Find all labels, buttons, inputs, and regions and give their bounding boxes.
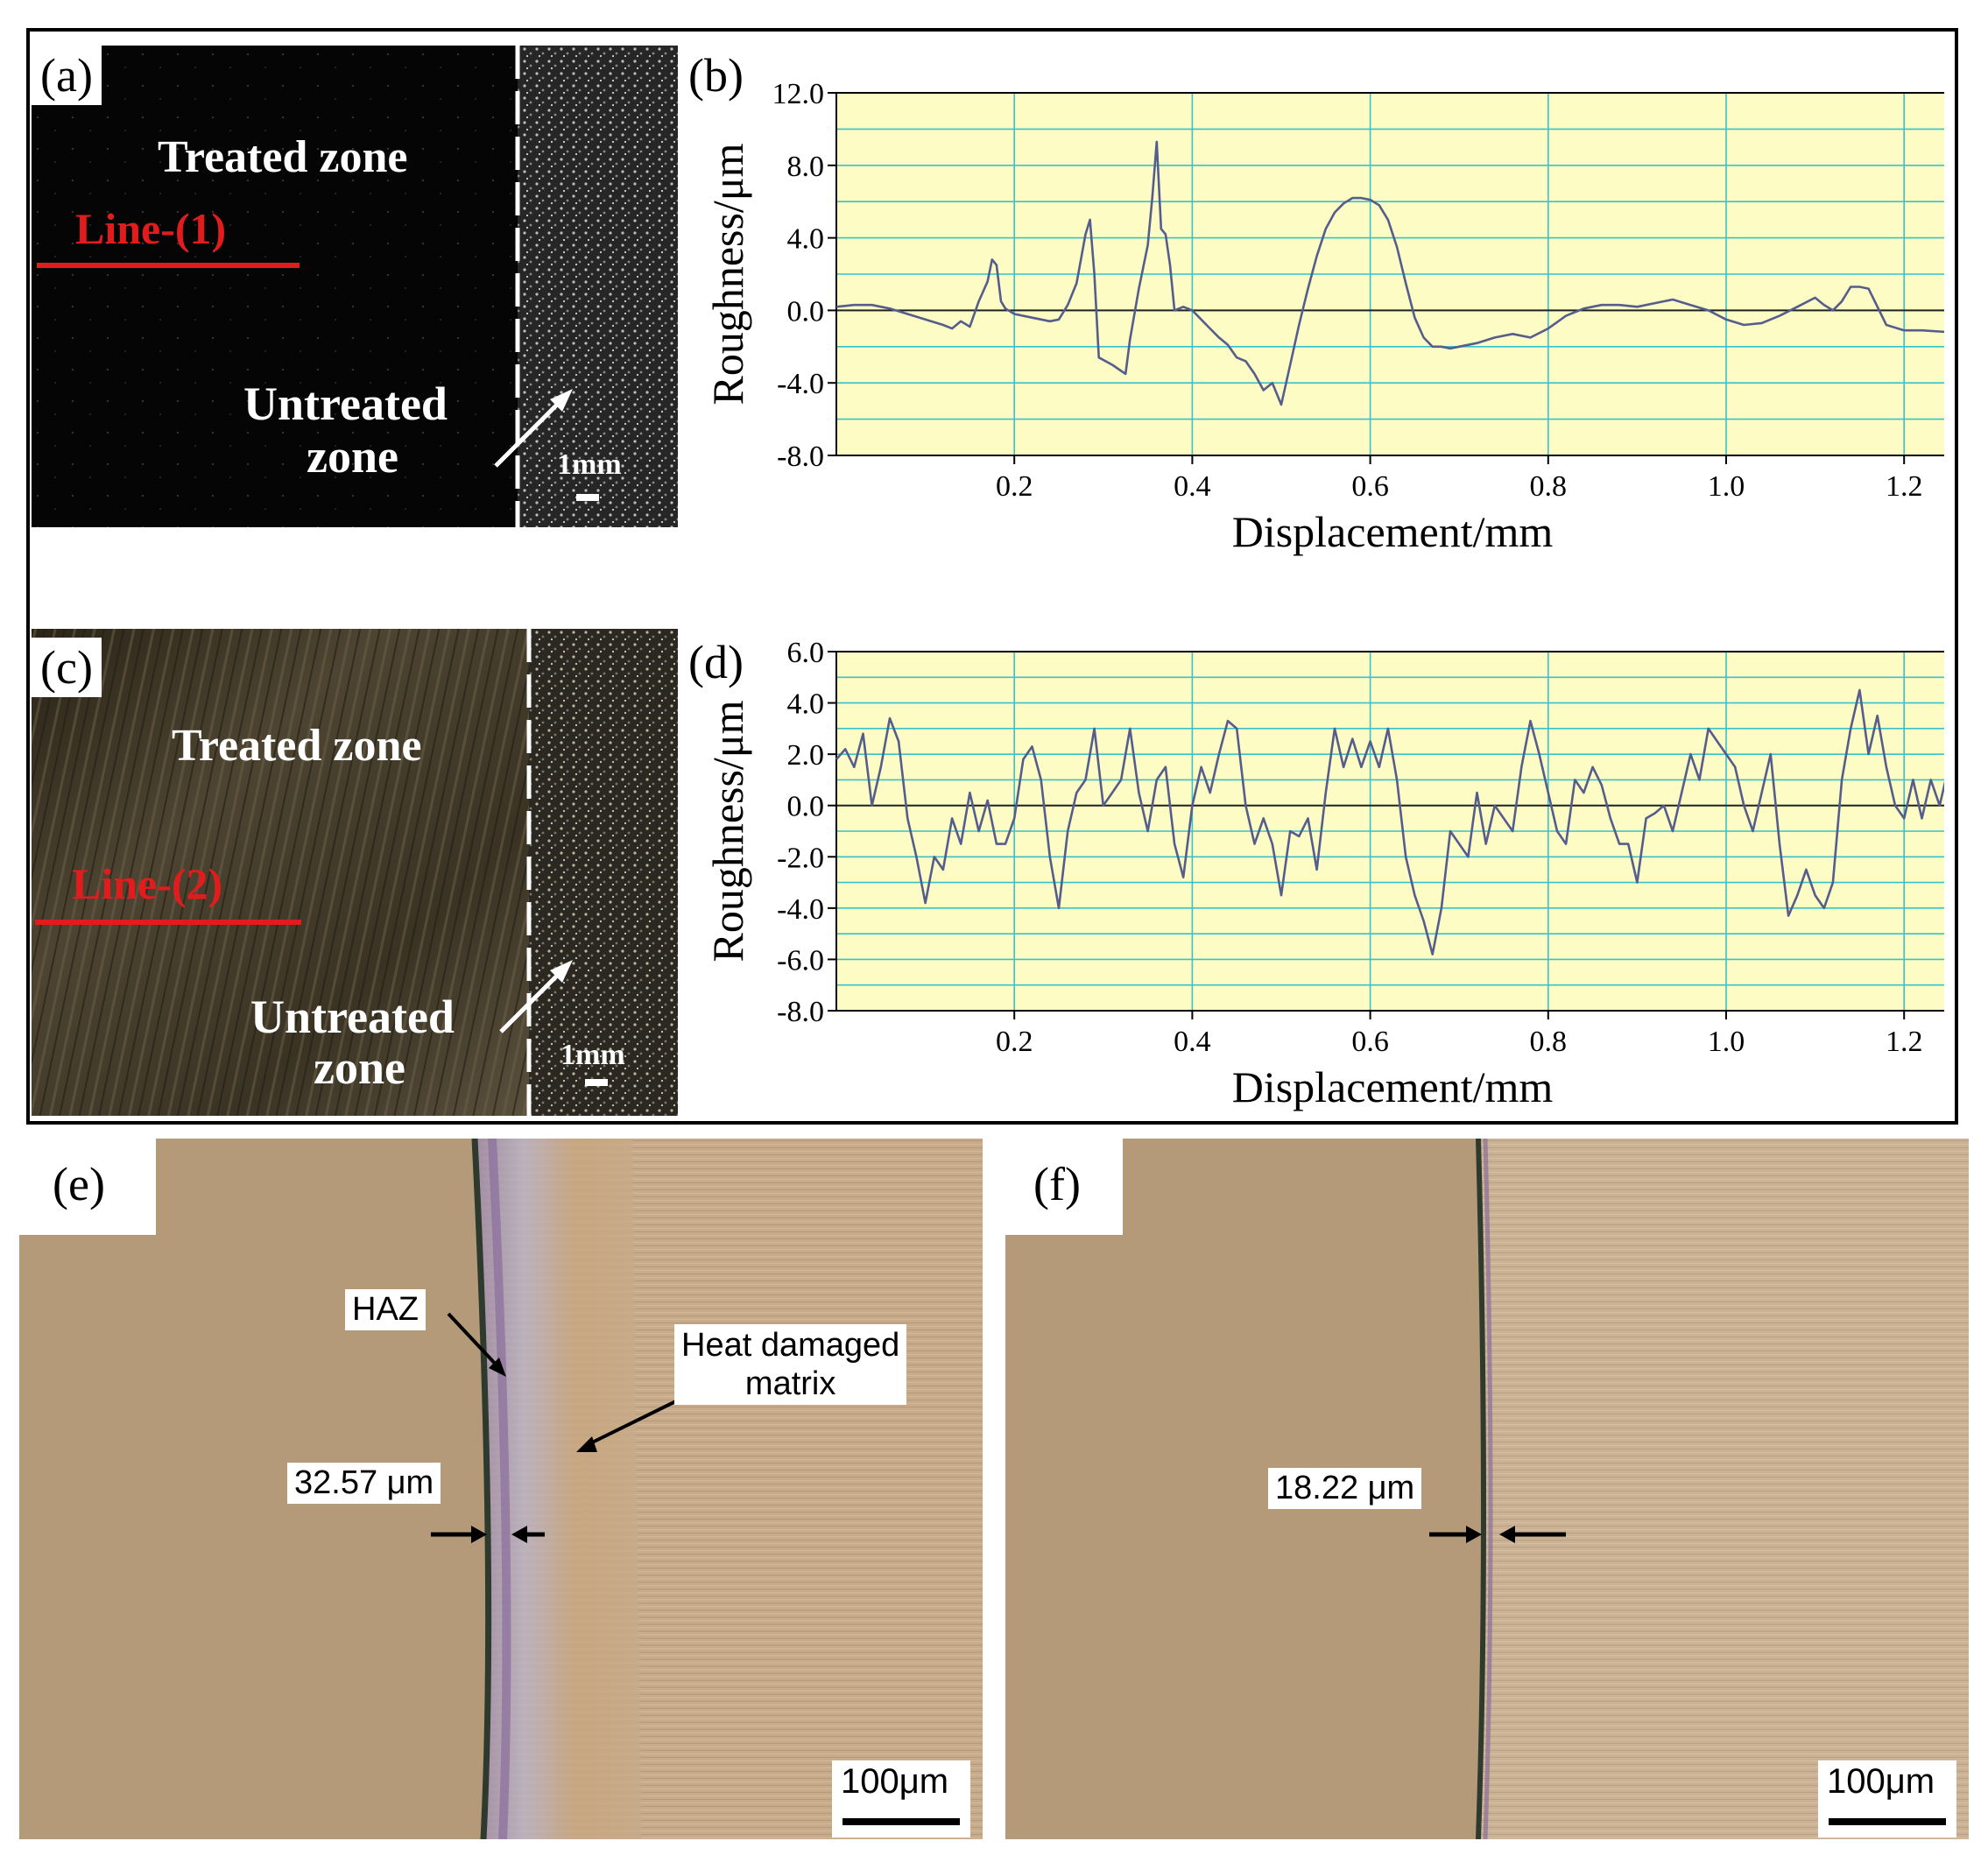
y-tick-label: -6.0 — [777, 944, 824, 977]
x-tick-label: 0.6 — [1351, 1026, 1389, 1058]
haz-edge-f — [1476, 1138, 1486, 1840]
panel-f-micrograph — [1005, 1138, 1969, 1840]
y-tick-label: 0.0 — [787, 791, 825, 823]
panel-a-photo — [32, 46, 678, 527]
x-tick-label: 0.2 — [996, 1026, 1033, 1058]
line-1-marker — [37, 263, 300, 268]
panel-c-image — [32, 629, 678, 1116]
roughness-chart-d: -8.0 -6.0 -4.0 -2.0 0.0 2.0 4.0 6.0 0.2 0.4 0.6 0.8… — [688, 636, 1944, 1111]
plot-frame — [835, 651, 1944, 1012]
x-tick-label: 0.8 — [1530, 470, 1568, 503]
panel-e-image — [19, 1138, 983, 1840]
untreated-arrow — [494, 394, 567, 468]
panel-a-image — [32, 46, 678, 527]
y-tick-label: -2.0 — [777, 842, 824, 874]
y-tick-label: -8.0 — [777, 996, 824, 1028]
roughness-series-line — [835, 688, 1944, 956]
x-tick-label: 0.4 — [1174, 1026, 1211, 1058]
x-tick-label: 0.6 — [1351, 470, 1389, 503]
y-axis-title: Roughness/μm — [703, 700, 752, 962]
scale-label-c: 1mm — [560, 1039, 625, 1071]
y-tick-label: 6.0 — [787, 637, 825, 669]
x-tick-label: 1.2 — [1886, 470, 1923, 503]
y-axis-title: Roughness/μm — [703, 143, 752, 405]
y-tick-label: 4.0 — [787, 223, 825, 256]
untreated-zone-label-c-line1: Untreated — [250, 991, 455, 1043]
haz-edge — [471, 1138, 492, 1840]
x-tick-label: 1.2 — [1886, 1026, 1923, 1058]
panel-label-f: (f) — [1025, 1154, 1089, 1214]
panel-label-a: (a) — [32, 46, 102, 105]
line-1-label: Line-(1) — [75, 204, 227, 253]
panel-f-image — [1005, 1138, 1969, 1840]
panel-label-c: (c) — [32, 638, 102, 697]
y-tick-label: -8.0 — [777, 441, 824, 473]
panel-label-e: (e) — [44, 1154, 114, 1214]
panel-c-photo — [32, 629, 678, 1116]
x-tick-label: 1.0 — [1708, 1026, 1745, 1058]
scale-label-f: 100μm — [1827, 1762, 1935, 1801]
x-tick-label: 0.2 — [996, 470, 1033, 503]
y-tick-label: 0.0 — [787, 295, 825, 328]
scale-bar-a — [576, 494, 599, 501]
matrix-label-line2: matrix — [744, 1365, 836, 1402]
x-axis-title: Displacement/mm — [1232, 507, 1554, 556]
panel-label: (d) — [688, 636, 744, 688]
x-tick-label: 0.8 — [1530, 1026, 1568, 1058]
untreated-zone-label-a-line1: Untreated — [243, 377, 448, 430]
x-tick-label: 0.4 — [1174, 470, 1211, 503]
y-tick-label: 8.0 — [787, 151, 825, 183]
roughness-series-line — [835, 140, 1944, 406]
scale-bar-e — [842, 1818, 960, 1825]
plot-frame — [835, 92, 1944, 456]
y-tick-label: 2.0 — [787, 739, 825, 772]
treated-zone-label-a: Treated zone — [158, 132, 408, 182]
heat-damaged-matrix-label: Heat damaged matrix — [674, 1324, 907, 1405]
panel-label: (b) — [688, 49, 744, 102]
haz-thickness-f: 18.22 μm — [1268, 1468, 1422, 1509]
y-tick-label: -4.0 — [777, 893, 824, 926]
y-tick-label: -4.0 — [777, 368, 824, 400]
matrix-label-line1: Heat damaged — [681, 1327, 900, 1364]
x-axis-title: Displacement/mm — [1232, 1062, 1554, 1111]
line-2-marker — [35, 920, 301, 925]
scale-label-e: 100μm — [841, 1762, 949, 1801]
panel-e-micrograph — [19, 1138, 983, 1840]
scale-bar-c — [585, 1079, 608, 1086]
haz-label: HAZ — [345, 1289, 426, 1330]
untreated-zone-label-a-line2: zone — [307, 430, 398, 483]
roughness-chart-b: -8.0 -4.0 0.0 4.0 8.0 12.0 0.2 0.4 0.6 0.8 1.0 1.2 D… — [688, 49, 1944, 556]
y-tick-label: 12.0 — [772, 78, 825, 110]
line-2-label: Line-(2) — [72, 859, 223, 908]
untreated-zone-label-c-line2: zone — [314, 1041, 405, 1094]
untreated-arrow-c — [499, 965, 567, 1033]
y-tick-label: 4.0 — [787, 688, 825, 721]
haz-thickness-e: 32.57 μm — [287, 1463, 441, 1504]
scale-bar-f — [1829, 1818, 1946, 1825]
scale-label-a: 1mm — [557, 448, 622, 481]
x-tick-label: 1.0 — [1708, 470, 1745, 503]
treated-zone-label-c: Treated zone — [172, 721, 422, 771]
